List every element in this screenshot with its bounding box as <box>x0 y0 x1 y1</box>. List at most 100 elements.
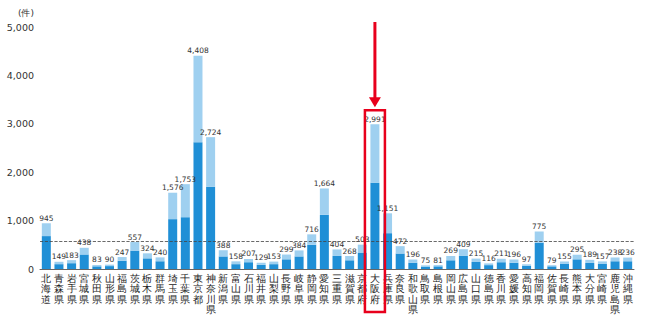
svg-text:409: 409 <box>456 240 471 249</box>
svg-text:県: 県 <box>105 294 115 305</box>
svg-text:田: 田 <box>92 283 102 294</box>
svg-text:宮: 宮 <box>597 273 607 284</box>
svg-text:240: 240 <box>153 248 168 257</box>
svg-text:山: 山 <box>105 273 115 284</box>
svg-text:都: 都 <box>193 294 203 305</box>
svg-text:438: 438 <box>77 238 92 247</box>
svg-text:長: 長 <box>559 273 569 284</box>
svg-text:石: 石 <box>244 273 254 284</box>
svg-text:媛: 媛 <box>509 283 519 294</box>
svg-text:賀: 賀 <box>345 283 355 294</box>
svg-text:手: 手 <box>67 283 77 294</box>
svg-text:県: 県 <box>446 294 456 305</box>
svg-text:1,151: 1,151 <box>377 204 399 213</box>
svg-text:北: 北 <box>41 273 51 284</box>
svg-text:島: 島 <box>458 283 468 294</box>
svg-text:取: 取 <box>420 283 430 294</box>
svg-text:196: 196 <box>406 250 421 259</box>
svg-text:根: 根 <box>433 283 443 294</box>
svg-text:知: 知 <box>522 283 532 294</box>
svg-text:県: 県 <box>218 294 228 305</box>
svg-text:県: 県 <box>130 294 140 305</box>
svg-text:口: 口 <box>471 283 481 294</box>
svg-text:775: 775 <box>532 222 547 231</box>
svg-text:0: 0 <box>28 264 34 275</box>
svg-text:徳: 徳 <box>484 273 494 284</box>
svg-text:川: 川 <box>496 283 506 294</box>
svg-text:県: 県 <box>117 294 127 305</box>
svg-text:716: 716 <box>305 225 320 234</box>
svg-text:島: 島 <box>117 283 127 294</box>
svg-text:(件): (件) <box>18 8 34 18</box>
svg-text:茨: 茨 <box>130 273 140 284</box>
svg-text:阪: 阪 <box>370 283 380 294</box>
svg-text:京: 京 <box>193 283 203 294</box>
svg-text:馬: 馬 <box>154 283 165 294</box>
svg-text:県: 県 <box>484 294 494 305</box>
svg-text:高: 高 <box>522 273 532 284</box>
svg-text:木: 木 <box>142 283 152 294</box>
svg-text:県: 県 <box>395 294 405 305</box>
svg-text:県: 県 <box>509 294 519 305</box>
svg-text:90: 90 <box>105 255 115 264</box>
svg-text:県: 県 <box>623 294 633 305</box>
svg-text:広: 広 <box>458 273 468 284</box>
svg-text:鳥: 鳥 <box>419 273 430 284</box>
svg-text:岐: 岐 <box>294 273 304 284</box>
svg-text:県: 県 <box>54 294 64 305</box>
svg-text:大: 大 <box>370 273 380 284</box>
svg-text:川: 川 <box>206 294 216 305</box>
svg-text:県: 県 <box>496 294 506 305</box>
svg-text:野: 野 <box>281 283 291 294</box>
svg-text:4,408: 4,408 <box>187 46 209 55</box>
svg-text:奈: 奈 <box>395 273 405 284</box>
svg-text:県: 県 <box>433 294 443 305</box>
svg-text:愛: 愛 <box>319 273 329 284</box>
svg-text:和: 和 <box>408 273 418 284</box>
svg-text:岡: 岡 <box>534 283 544 294</box>
svg-text:川: 川 <box>244 283 254 294</box>
svg-text:島: 島 <box>433 273 443 284</box>
svg-text:山: 山 <box>408 294 418 305</box>
svg-text:県: 県 <box>294 294 304 305</box>
svg-text:島: 島 <box>484 283 494 294</box>
svg-text:岡: 岡 <box>446 273 456 284</box>
svg-text:佐: 佐 <box>547 273 557 284</box>
svg-text:3,000: 3,000 <box>7 118 34 129</box>
svg-text:75: 75 <box>421 256 431 265</box>
svg-text:東: 東 <box>193 273 203 284</box>
svg-text:945: 945 <box>39 214 54 223</box>
svg-text:滋: 滋 <box>345 273 355 284</box>
svg-text:県: 県 <box>597 294 607 305</box>
svg-text:97: 97 <box>522 255 532 264</box>
svg-text:宮: 宮 <box>79 273 89 284</box>
svg-text:268: 268 <box>342 247 357 256</box>
svg-text:潟: 潟 <box>218 283 228 294</box>
svg-text:岩: 岩 <box>67 273 77 284</box>
svg-text:県: 県 <box>458 294 468 305</box>
svg-text:府: 府 <box>370 294 380 305</box>
svg-text:海: 海 <box>41 283 51 294</box>
svg-text:83: 83 <box>92 255 102 264</box>
svg-text:山: 山 <box>471 273 481 284</box>
svg-text:岡: 岡 <box>307 283 317 294</box>
svg-text:2,724: 2,724 <box>200 128 222 137</box>
svg-text:県: 県 <box>332 294 342 305</box>
svg-text:福: 福 <box>117 273 127 284</box>
svg-text:山: 山 <box>446 283 456 294</box>
svg-text:島: 島 <box>610 294 620 305</box>
svg-text:本: 本 <box>572 283 582 294</box>
svg-text:183: 183 <box>64 251 79 260</box>
svg-text:1,576: 1,576 <box>162 183 184 192</box>
svg-text:福: 福 <box>534 273 544 284</box>
svg-text:福: 福 <box>256 273 266 284</box>
svg-text:県: 県 <box>307 294 317 305</box>
svg-text:県: 県 <box>547 294 557 305</box>
svg-text:沖: 沖 <box>623 273 633 284</box>
svg-text:県: 県 <box>585 294 595 305</box>
svg-text:384: 384 <box>292 241 307 250</box>
svg-text:388: 388 <box>216 241 231 250</box>
svg-text:県: 県 <box>281 294 291 305</box>
svg-text:1,753: 1,753 <box>175 175 197 184</box>
svg-text:歌: 歌 <box>408 283 418 294</box>
